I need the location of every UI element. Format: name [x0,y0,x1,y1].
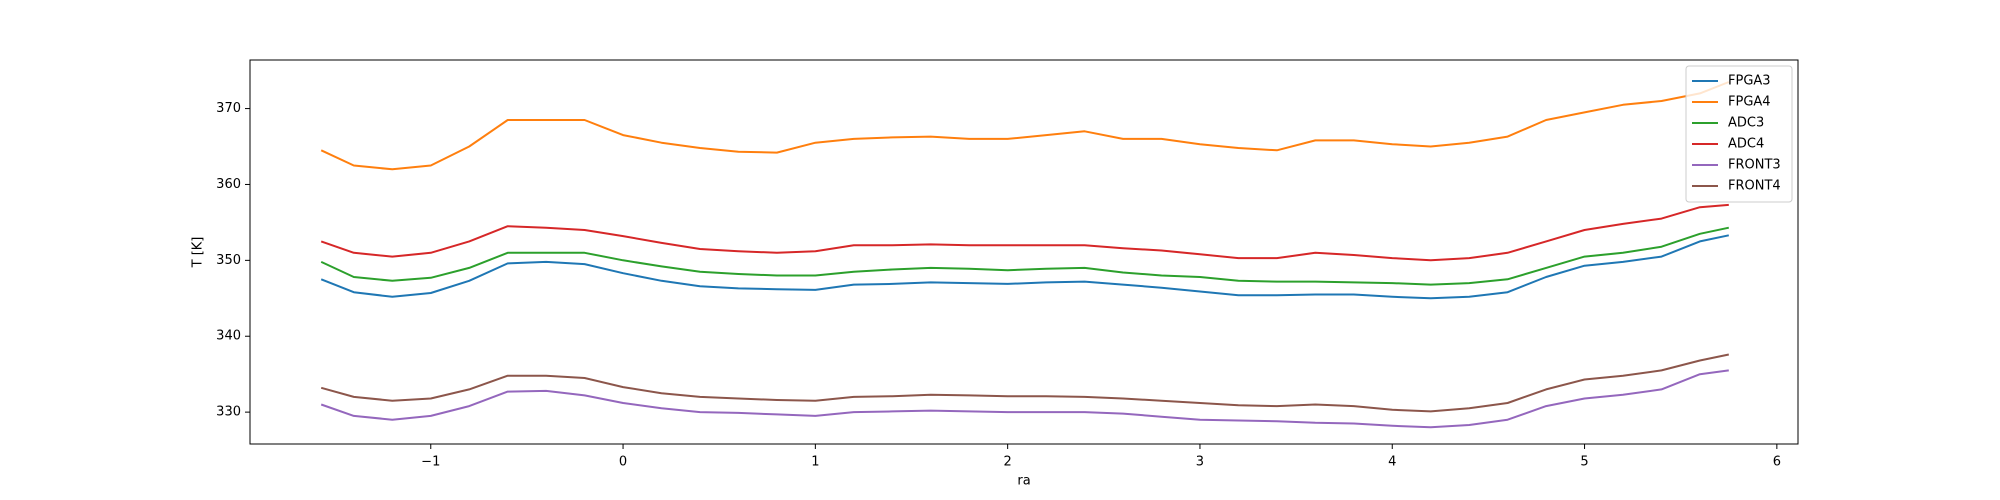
y-tick-label: 340 [216,329,241,344]
x-tick-label: 1 [811,455,819,470]
x-tick-label: 5 [1580,455,1588,470]
legend-label: ADC3 [1728,116,1764,131]
legend-label: FPGA4 [1728,95,1771,110]
legend-label: ADC4 [1728,137,1764,152]
series-line [320,226,1730,286]
x-tick-label: 2 [1004,455,1012,470]
x-axis-label: ra [1017,474,1030,489]
legend-box [1685,65,1793,203]
y-tick-label: 330 [216,405,241,420]
series-line [320,353,1730,413]
y-axis-label: T [K] [191,237,206,269]
x-tick-label: 3 [1196,455,1204,470]
y-tick-label: 350 [216,253,241,268]
y-tick-label: 370 [216,101,241,116]
x-tick-label: 4 [1388,455,1396,470]
series-line [320,203,1729,262]
x-tick-label: 0 [619,455,627,470]
plot-frame [249,59,1799,445]
series-line [320,234,1730,300]
legend-label: FRONT4 [1728,179,1781,194]
legend-label: FPGA3 [1728,74,1771,89]
y-tick-label: 360 [216,177,241,192]
series-line [320,369,1729,429]
series-line [320,81,1730,171]
legend-label: FRONT3 [1728,158,1781,173]
x-tick-label: −1 [421,455,440,470]
x-tick-label: 6 [1773,455,1781,470]
